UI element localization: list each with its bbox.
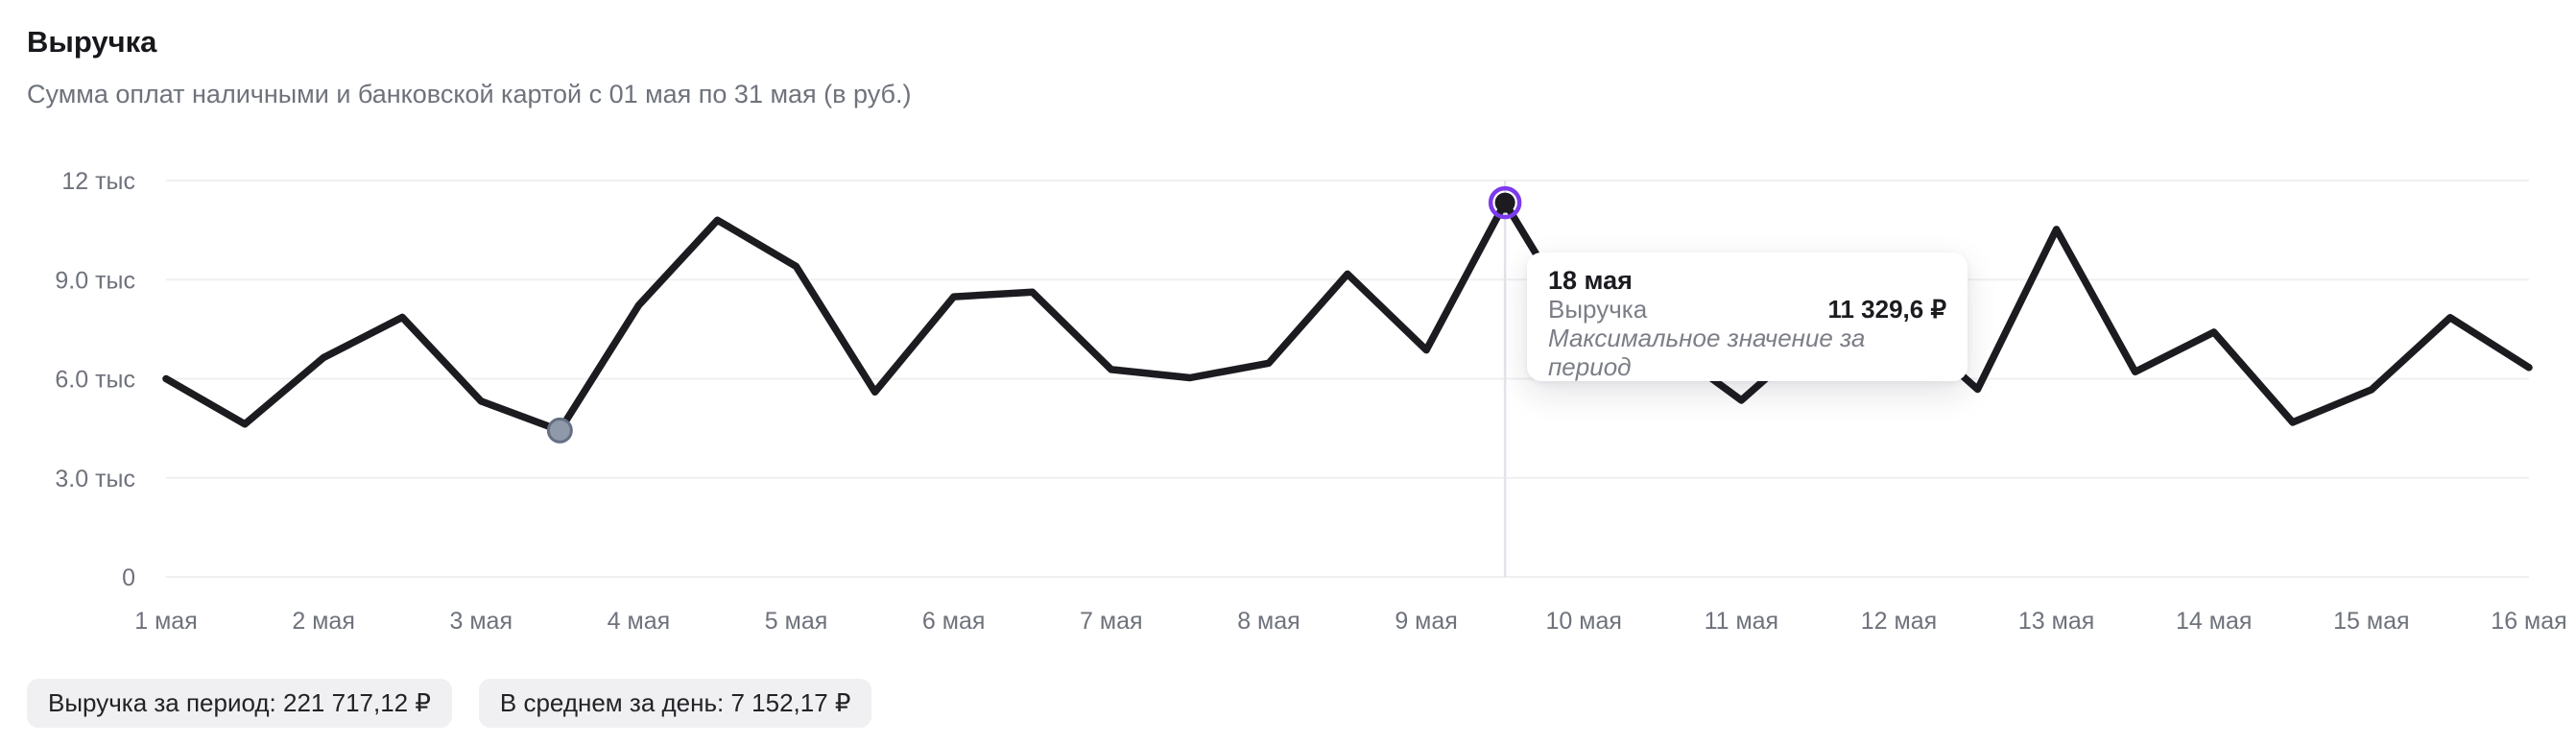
summary-badges: Выручка за период: 221 717,12 ₽ В средне… (27, 679, 872, 728)
tooltip-metric-row: Выручка 11 329,6 ₽ (1548, 295, 1946, 324)
daily-average-badge: В среднем за день: 7 152,17 ₽ (478, 679, 872, 728)
max-point-marker[interactable] (1494, 192, 1515, 213)
y-axis-tick-label: 6.0 тыс (55, 367, 135, 394)
x-axis-label: 13 мая (2018, 608, 2094, 635)
x-axis-label: 2 мая (292, 608, 354, 635)
revenue-chart-canvas[interactable]: 12 тыс 9.0 тыс 6.0 тыс 3.0 тыс 0 1 мая 2 мая 3 … (0, 144, 2576, 643)
x-axis-label: 8 мая (1237, 608, 1300, 635)
page-title: Выручка (27, 25, 157, 59)
x-axis-label: 9 мая (1395, 608, 1457, 635)
x-axis-label: 12 мая (1861, 608, 1937, 635)
x-axis-label: 10 мая (1546, 608, 1622, 635)
x-axis-label: 3 мая (450, 608, 513, 635)
y-axis-tick-label: 3.0 тыс (55, 466, 135, 493)
x-axis-label: 5 мая (765, 608, 827, 635)
tooltip-metric-label: Выручка (1548, 295, 1648, 324)
x-axis-label: 4 мая (608, 608, 670, 635)
chart-tooltip: 18 мая Выручка 11 329,6 ₽ Максимальное з… (1527, 252, 1968, 381)
y-axis-tick-label: 12 тыс (61, 168, 135, 195)
x-axis-label: 14 мая (2176, 608, 2252, 635)
tooltip-metric-value: 11 329,6 ₽ (1827, 295, 1946, 324)
tooltip-date: 18 мая (1548, 266, 1633, 295)
x-axis-label: 6 мая (922, 608, 985, 635)
page-subtitle: Сумма оплат наличными и банковской карто… (27, 80, 912, 108)
min-point-marker[interactable] (546, 417, 573, 444)
max-point-ring (1488, 185, 1522, 220)
x-axis-label: 7 мая (1080, 608, 1142, 635)
revenue-chart[interactable]: 12 тыс 9.0 тыс 6.0 тыс 3.0 тыс 0 1 мая 2 мая 3 … (0, 144, 2576, 643)
period-total-badge: Выручка за период: 221 717,12 ₽ (27, 679, 452, 728)
revenue-line (162, 199, 2533, 435)
x-axis-label: 15 мая (2333, 608, 2409, 635)
x-axis-label: 1 мая (134, 608, 197, 635)
y-axis-tick-label: 9.0 тыс (55, 267, 135, 294)
y-axis-tick-label: 0 (122, 565, 135, 591)
x-axis-label: 16 мая (2491, 608, 2566, 635)
x-axis-label: 11 мая (1705, 608, 1779, 635)
tooltip-note: Максимальное значение за период (1548, 323, 1866, 381)
